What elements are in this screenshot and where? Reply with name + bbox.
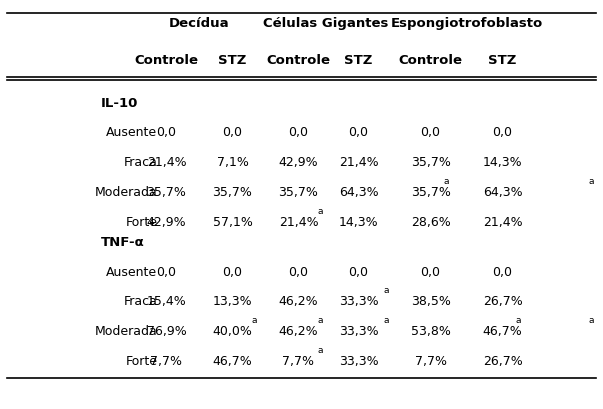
Text: a: a	[516, 315, 522, 324]
Text: 46,2%: 46,2%	[279, 324, 318, 337]
Text: STZ: STZ	[344, 54, 373, 67]
Text: Decídua: Decídua	[169, 17, 230, 30]
Text: 33,3%: 33,3%	[339, 295, 378, 308]
Text: Fraca: Fraca	[124, 156, 157, 169]
Text: a: a	[384, 315, 390, 324]
Text: 7,7%: 7,7%	[282, 354, 315, 367]
Text: 15,4%: 15,4%	[147, 295, 186, 308]
Text: a: a	[444, 176, 449, 185]
Text: 33,3%: 33,3%	[339, 354, 378, 367]
Text: 21,4%: 21,4%	[483, 215, 522, 228]
Text: 14,3%: 14,3%	[339, 215, 378, 228]
Text: a: a	[588, 315, 593, 324]
Text: Ausente: Ausente	[106, 265, 157, 278]
Text: 0,0: 0,0	[420, 126, 441, 139]
Text: 13,3%: 13,3%	[213, 295, 252, 308]
Text: 0,0: 0,0	[349, 126, 368, 139]
Text: 7,7%: 7,7%	[414, 354, 447, 367]
Text: 26,7%: 26,7%	[482, 354, 522, 367]
Text: a: a	[318, 206, 323, 215]
Text: Moderada: Moderada	[95, 185, 157, 198]
Text: 35,7%: 35,7%	[411, 156, 450, 169]
Text: 38,5%: 38,5%	[411, 295, 450, 308]
Text: 0,0: 0,0	[156, 265, 177, 278]
Text: 53,8%: 53,8%	[411, 324, 450, 337]
Text: 7,1%: 7,1%	[216, 156, 248, 169]
Text: 21,4%: 21,4%	[147, 156, 186, 169]
Text: 0,0: 0,0	[288, 126, 309, 139]
Text: a: a	[318, 345, 323, 354]
Text: 21,4%: 21,4%	[279, 215, 318, 228]
Text: 46,2%: 46,2%	[279, 295, 318, 308]
Text: Controle: Controle	[399, 54, 463, 67]
Text: 14,3%: 14,3%	[483, 156, 522, 169]
Text: 0,0: 0,0	[420, 265, 441, 278]
Text: 64,3%: 64,3%	[483, 185, 522, 198]
Text: 40,0%: 40,0%	[212, 324, 253, 337]
Text: Forte: Forte	[125, 215, 157, 228]
Text: STZ: STZ	[218, 54, 247, 67]
Text: 0,0: 0,0	[223, 126, 242, 139]
Text: Moderada: Moderada	[95, 324, 157, 337]
Text: Células Gigantes: Células Gigantes	[263, 17, 388, 30]
Text: Ausente: Ausente	[106, 126, 157, 139]
Text: 35,7%: 35,7%	[212, 185, 253, 198]
Text: 21,4%: 21,4%	[339, 156, 378, 169]
Text: a: a	[252, 315, 257, 324]
Text: 46,7%: 46,7%	[213, 354, 252, 367]
Text: 33,3%: 33,3%	[339, 324, 378, 337]
Text: 76,9%: 76,9%	[147, 324, 186, 337]
Text: TNF-α: TNF-α	[101, 236, 144, 248]
Text: 64,3%: 64,3%	[339, 185, 378, 198]
Text: Forte: Forte	[125, 354, 157, 367]
Text: Controle: Controle	[267, 54, 330, 67]
Text: IL-10: IL-10	[101, 97, 138, 110]
Text: 0,0: 0,0	[349, 265, 368, 278]
Text: 0,0: 0,0	[156, 126, 177, 139]
Text: 42,9%: 42,9%	[279, 156, 318, 169]
Text: Fraca: Fraca	[124, 295, 157, 308]
Text: 0,0: 0,0	[493, 265, 513, 278]
Text: 0,0: 0,0	[288, 265, 309, 278]
Text: 0,0: 0,0	[223, 265, 242, 278]
Text: Espongiotrofoblasto: Espongiotrofoblasto	[390, 17, 543, 30]
Text: 7,7%: 7,7%	[151, 354, 183, 367]
Text: 57,1%: 57,1%	[212, 215, 253, 228]
Text: Controle: Controle	[134, 54, 198, 67]
Text: 35,7%: 35,7%	[411, 185, 450, 198]
Text: a: a	[318, 315, 323, 324]
Text: a: a	[384, 286, 390, 295]
Text: 46,7%: 46,7%	[482, 324, 522, 337]
Text: a: a	[588, 176, 593, 185]
Text: 35,7%: 35,7%	[279, 185, 318, 198]
Text: 0,0: 0,0	[493, 126, 513, 139]
Text: 35,7%: 35,7%	[147, 185, 186, 198]
Text: 42,9%: 42,9%	[147, 215, 186, 228]
Text: 26,7%: 26,7%	[482, 295, 522, 308]
Text: STZ: STZ	[488, 54, 517, 67]
Text: 28,6%: 28,6%	[411, 215, 450, 228]
